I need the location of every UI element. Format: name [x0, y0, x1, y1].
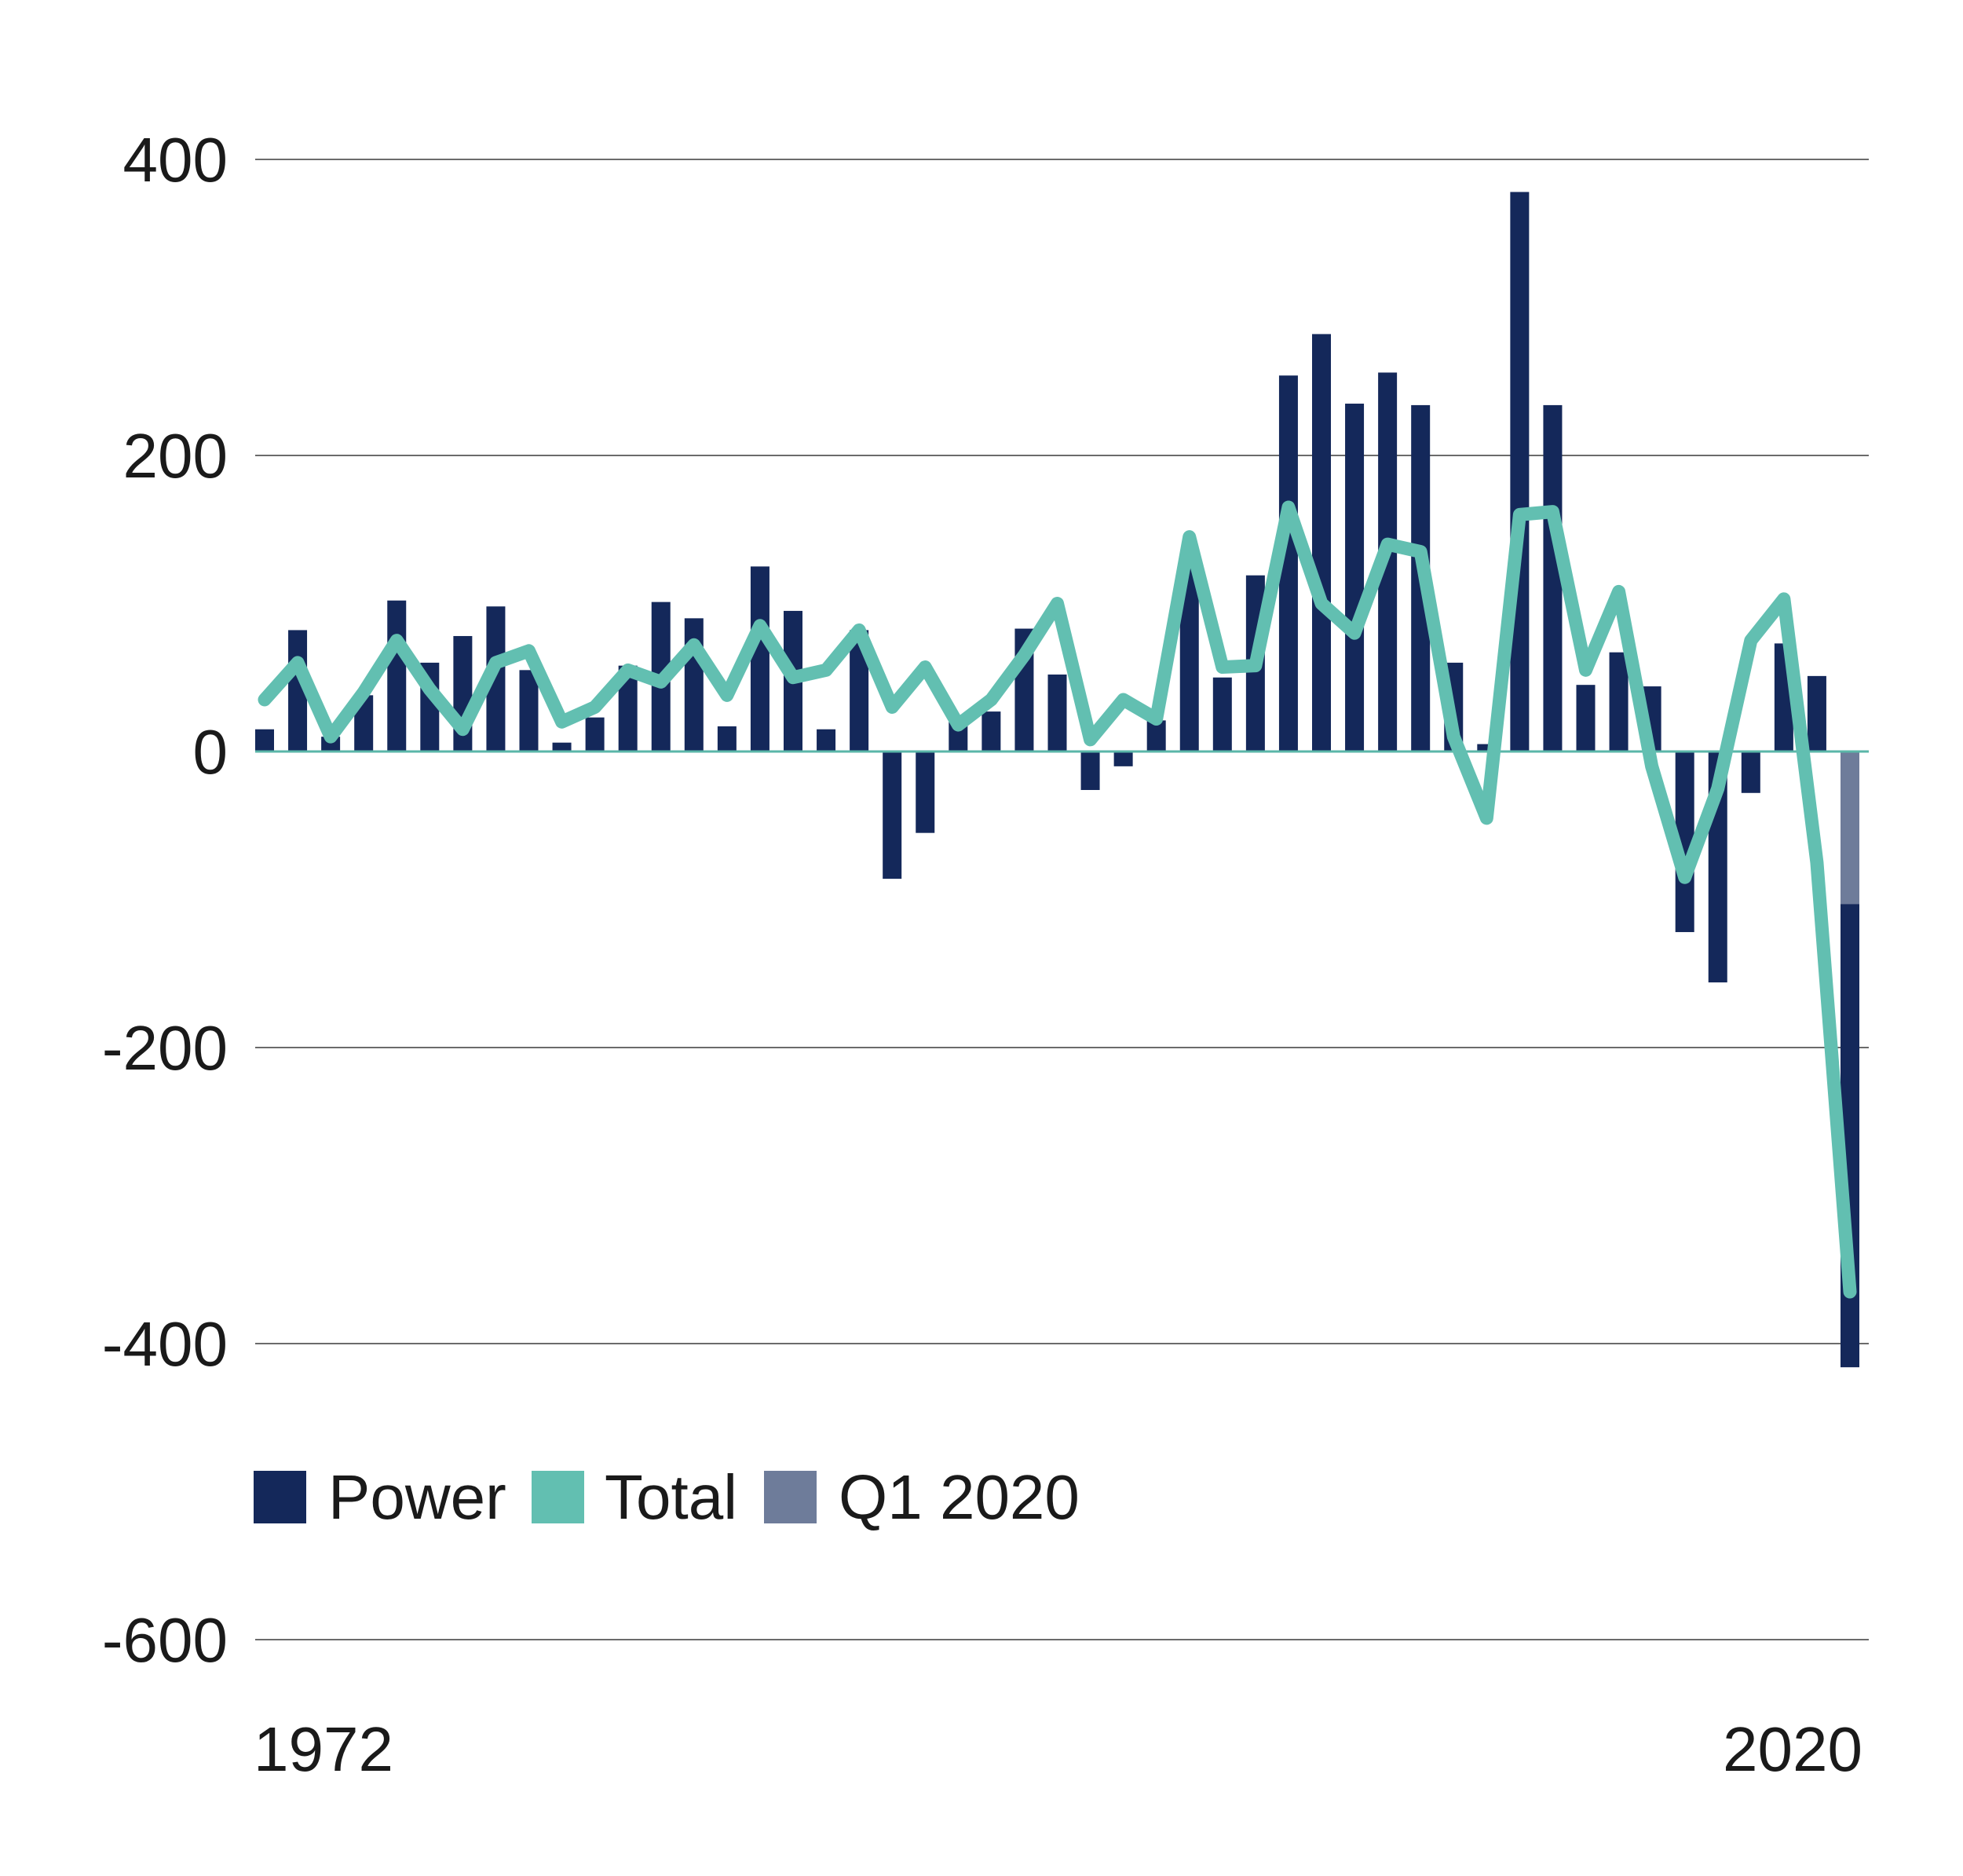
- y-tick-label-200: 200: [123, 421, 228, 491]
- y-tick-label-400: 400: [123, 125, 228, 195]
- bar-power-2017: [1741, 751, 1760, 793]
- bar-power-1982: [585, 717, 605, 751]
- line-total: [258, 500, 1857, 1299]
- bar-power-2012: [1576, 685, 1596, 751]
- legend-swatch-q1-2020: [764, 1471, 817, 1523]
- bar-power-2019: [1807, 675, 1826, 751]
- bar-power-1996: [1047, 674, 1067, 751]
- bar-power-1980: [519, 670, 539, 751]
- bar-power-2005: [1345, 404, 1365, 751]
- bar-power-1997: [1080, 751, 1100, 791]
- bar-power-1994: [982, 711, 1001, 751]
- bar-q1-2020-2020: [1841, 751, 1859, 905]
- bar-power-2004: [1312, 334, 1331, 751]
- y-tick-label-minus-600: -600: [102, 1605, 228, 1675]
- legend-swatch-total: [532, 1471, 584, 1523]
- legend-label-power: Power: [328, 1462, 506, 1532]
- bar-power-2001: [1212, 677, 1232, 751]
- line-series-total: [258, 500, 1857, 1299]
- bar-power-1992: [916, 751, 935, 833]
- legend-swatch-power: [254, 1471, 306, 1523]
- bar-power-1998: [1113, 751, 1133, 766]
- bar-power-2010: [1510, 192, 1530, 752]
- bar-power-1972: [255, 729, 274, 751]
- legend: Power Total Q1 2020: [254, 1462, 1080, 1532]
- legend-label-q1-2020: Q1 2020: [839, 1462, 1080, 1532]
- legend-label-total: Total: [605, 1462, 737, 1532]
- y-axis-tick-labels: 400 200 0 -200 -400 -600: [102, 125, 228, 1675]
- bar-series-power: [255, 192, 1826, 983]
- y-tick-label-minus-400: -400: [102, 1309, 228, 1379]
- bar-power-1987: [750, 566, 769, 751]
- x-axis-end-label: 2020: [1723, 1714, 1862, 1784]
- bar-power-1989: [817, 729, 836, 751]
- y-tick-label-0: 0: [193, 717, 228, 787]
- bar-power-2011: [1543, 404, 1563, 751]
- bar-power-2009: [1477, 744, 1497, 751]
- bar-power-1991: [883, 751, 902, 879]
- bar-power-2013: [1609, 652, 1629, 751]
- gridlines: [255, 159, 1869, 1640]
- bar-power-1986: [717, 726, 737, 751]
- bar-power-1976: [387, 600, 407, 751]
- x-axis-start-label: 1972: [254, 1714, 393, 1784]
- bar-power-1981: [552, 742, 572, 751]
- y-tick-label-minus-200: -200: [102, 1013, 228, 1083]
